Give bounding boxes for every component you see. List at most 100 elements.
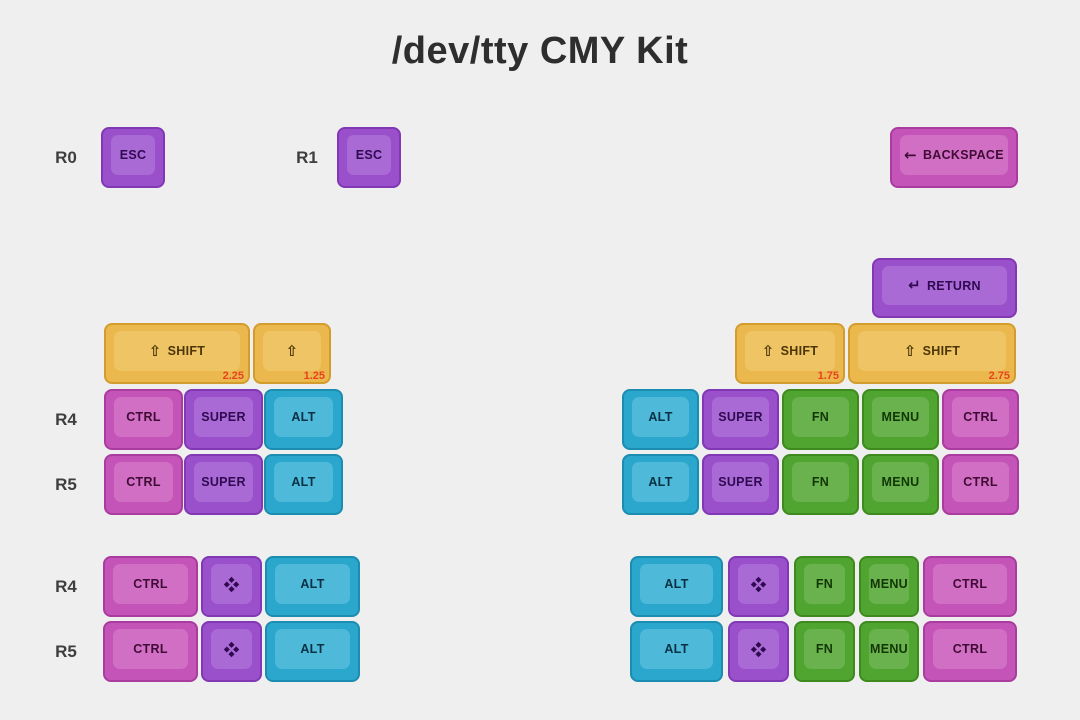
- row-label-r4-2: R4: [55, 410, 77, 429]
- key-super-r4-right[interactable]: SUPER: [702, 389, 779, 450]
- keytop: FN: [792, 462, 849, 502]
- key-label: CTRL: [126, 475, 161, 489]
- keytop: CTRL: [114, 462, 173, 502]
- key-label: MENU: [869, 577, 908, 591]
- key-alt-r4-right-wide[interactable]: ALT: [630, 556, 723, 617]
- key-ctrl-r4-right-wide[interactable]: CTRL: [923, 556, 1017, 617]
- key-label: CTRL: [963, 410, 998, 424]
- key-super-r4-right-diamond[interactable]: [728, 556, 789, 617]
- key-esc-r1[interactable]: ESC: [337, 127, 401, 188]
- key-label: MENU: [881, 475, 920, 489]
- key-super-r4-left-diamond[interactable]: [201, 556, 262, 617]
- keytop: FN: [804, 629, 845, 669]
- key-label: ALT: [291, 410, 316, 424]
- key-super-r5-right-diamond[interactable]: [728, 621, 789, 682]
- key-size-label: 2.75: [988, 369, 1010, 382]
- key-label: MENU: [881, 410, 920, 424]
- key-alt-r4-left[interactable]: ALT: [264, 389, 343, 450]
- keytop: [738, 629, 779, 669]
- keytop: [211, 629, 252, 669]
- row-label-r5-3: R5: [55, 475, 77, 494]
- key-label: FN: [811, 475, 830, 489]
- key-label: SUPER: [718, 475, 763, 489]
- key-menu-r4-right-1u[interactable]: MENU: [859, 556, 919, 617]
- key-super-r5-left[interactable]: SUPER: [184, 454, 263, 515]
- key-ctrl-r4-right[interactable]: CTRL: [942, 389, 1019, 450]
- keytop: MENU: [869, 564, 909, 604]
- key-alt-r5-right[interactable]: ALT: [622, 454, 699, 515]
- keytop: SUPER: [712, 462, 769, 502]
- key-label: SHIFT: [780, 344, 819, 358]
- key-alt-r5-left[interactable]: ALT: [264, 454, 343, 515]
- keytop: [211, 564, 252, 604]
- key-alt-r4-right[interactable]: ALT: [622, 389, 699, 450]
- super-diamond-icon: [223, 641, 240, 658]
- key-ctrl-r5-right[interactable]: CTRL: [942, 454, 1019, 515]
- key-shift-right-275[interactable]: ⇧ SHIFT 2.75: [848, 323, 1016, 384]
- backspace-arrow-icon: ←: [904, 145, 917, 164]
- shift-arrow-icon: ⇧: [148, 341, 162, 360]
- key-label: RETURN: [926, 278, 981, 293]
- kit-title: /dev/tty CMY Kit: [391, 30, 689, 72]
- keytop: ESC: [347, 135, 391, 175]
- keytop: CTRL: [113, 564, 188, 604]
- shift-arrow-icon: ⇧: [903, 341, 917, 360]
- key-return[interactable]: ↵ RETURN: [872, 258, 1017, 318]
- key-super-r4-left[interactable]: SUPER: [184, 389, 263, 450]
- row-label-r0-0: R0: [55, 148, 77, 167]
- key-shift-right-175[interactable]: ⇧ SHIFT 1.75: [735, 323, 845, 384]
- keytop: SUPER: [194, 462, 253, 502]
- shift-arrow-icon: ⇧: [285, 341, 299, 360]
- key-label: ESC: [119, 148, 147, 162]
- keytop: CTRL: [952, 462, 1009, 502]
- key-shift-left-225[interactable]: ⇧ SHIFT 2.25: [104, 323, 250, 384]
- keytop: ALT: [632, 462, 689, 502]
- key-label: SUPER: [201, 410, 246, 424]
- key-size-label: 2.25: [222, 369, 244, 382]
- super-diamond-icon: [750, 576, 767, 593]
- keytop: ALT: [640, 564, 713, 604]
- keytop: FN: [804, 564, 845, 604]
- keytop: SUPER: [712, 397, 769, 437]
- key-backspace[interactable]: ← BACKSPACE: [890, 127, 1018, 188]
- key-alt-r4-left-wide[interactable]: ALT: [265, 556, 360, 617]
- key-menu-r5-right-1u[interactable]: MENU: [859, 621, 919, 682]
- key-ctrl-r5-left-wide[interactable]: CTRL: [103, 621, 198, 682]
- keytop: CTRL: [952, 397, 1009, 437]
- key-label: MENU: [869, 642, 908, 656]
- key-alt-r5-right-wide[interactable]: ALT: [630, 621, 723, 682]
- key-fn-r4-right[interactable]: FN: [782, 389, 859, 450]
- keytop: CTRL: [114, 397, 173, 437]
- key-super-r5-left-diamond[interactable]: [201, 621, 262, 682]
- key-fn-r5-right-1u[interactable]: FN: [794, 621, 855, 682]
- key-esc-r0[interactable]: ESC: [101, 127, 165, 188]
- keytop: ALT: [274, 462, 333, 502]
- key-fn-r4-right-1u[interactable]: FN: [794, 556, 855, 617]
- key-menu-r5-right[interactable]: MENU: [862, 454, 939, 515]
- key-shift-left-125[interactable]: ⇧ 1.25: [253, 323, 331, 384]
- super-diamond-icon: [750, 641, 767, 658]
- key-menu-r4-right[interactable]: MENU: [862, 389, 939, 450]
- keytop: ESC: [111, 135, 155, 175]
- key-fn-r5-right[interactable]: FN: [782, 454, 859, 515]
- key-label: ALT: [291, 475, 316, 489]
- key-ctrl-r5-left[interactable]: CTRL: [104, 454, 183, 515]
- key-alt-r5-left-wide[interactable]: ALT: [265, 621, 360, 682]
- key-label: BACKSPACE: [922, 148, 1004, 162]
- keytop: MENU: [872, 397, 929, 437]
- key-super-r5-right[interactable]: SUPER: [702, 454, 779, 515]
- key-label: FN: [815, 577, 834, 591]
- key-label: CTRL: [133, 577, 168, 591]
- key-label: CTRL: [133, 642, 168, 656]
- key-ctrl-r5-right-wide[interactable]: CTRL: [923, 621, 1017, 682]
- keytop: CTRL: [933, 629, 1007, 669]
- keytop: ⇧ SHIFT: [114, 331, 240, 371]
- keytop: ALT: [274, 397, 333, 437]
- key-label: CTRL: [126, 410, 161, 424]
- keytop: SUPER: [194, 397, 253, 437]
- key-ctrl-r4-left[interactable]: CTRL: [104, 389, 183, 450]
- key-label: CTRL: [952, 577, 988, 591]
- key-ctrl-r4-left-wide[interactable]: CTRL: [103, 556, 198, 617]
- keytop: MENU: [869, 629, 909, 669]
- keytop: ALT: [640, 629, 713, 669]
